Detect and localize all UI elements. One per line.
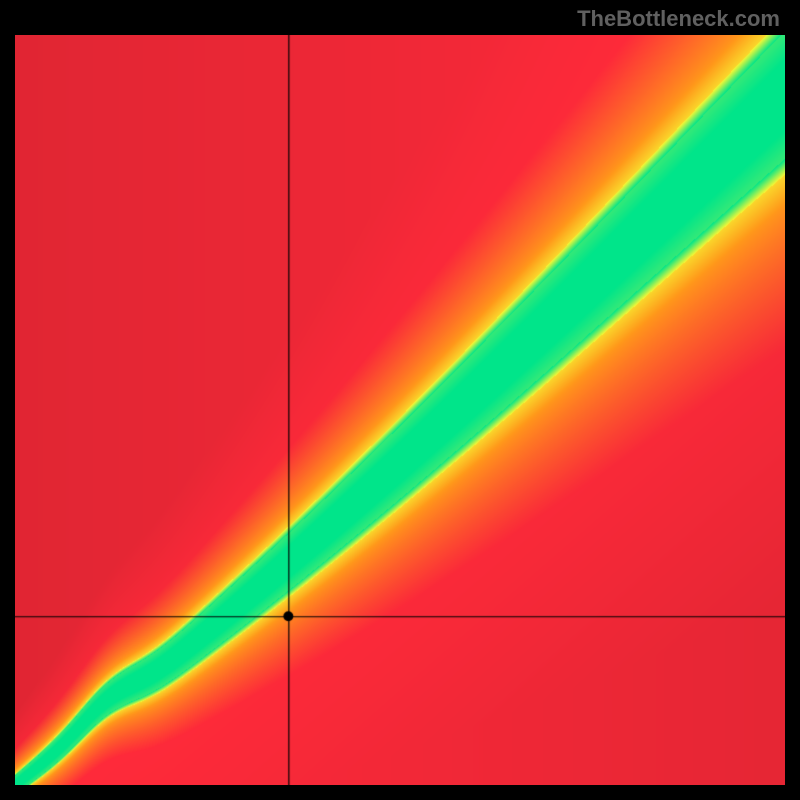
- heatmap-canvas: [15, 35, 785, 785]
- watermark-text: TheBottleneck.com: [577, 6, 780, 32]
- heatmap-plot: [15, 35, 785, 785]
